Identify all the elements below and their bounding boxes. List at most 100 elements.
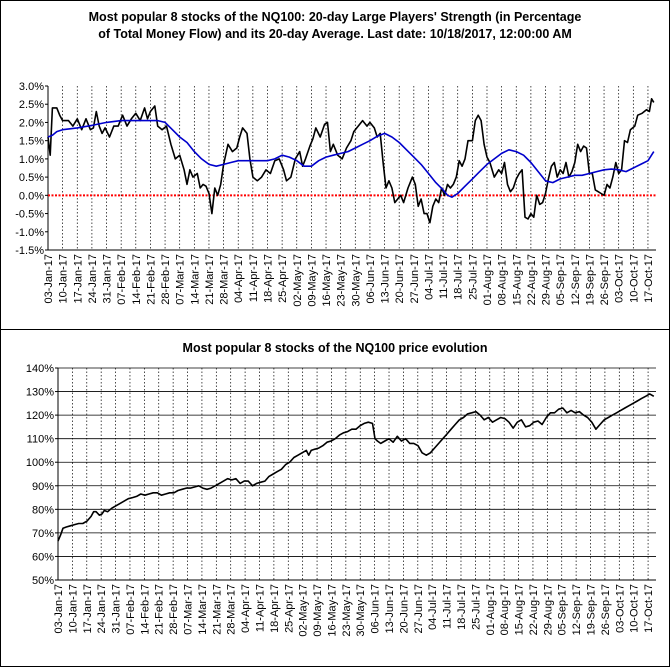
x-tick-label: 12-Sep-17 bbox=[570, 254, 582, 305]
x-tick-label: 08-Aug-17 bbox=[499, 584, 511, 635]
x-tick-label: 03-Oct-17 bbox=[614, 584, 626, 633]
y-tick-label: 2.0% bbox=[19, 117, 44, 129]
chart-title-line-2: of Total Money Flow) and its 20-day Aver… bbox=[98, 27, 572, 41]
series-line-1 bbox=[47, 119, 655, 198]
x-tick-label: 25-Apr-17 bbox=[277, 254, 289, 303]
x-tick-label: 11-Jul-17 bbox=[438, 254, 450, 299]
x-tick-label: 06-Jun-17 bbox=[370, 584, 382, 634]
x-tick-label: 31-Jan-17 bbox=[111, 584, 123, 634]
x-tick-label: 14-Mar-17 bbox=[197, 584, 209, 635]
x-tick-label: 17-Jan-17 bbox=[82, 584, 94, 634]
y-tick-label: 2.5% bbox=[19, 99, 44, 111]
y-tick-label: 1.5% bbox=[19, 136, 44, 148]
x-tick-label: 23-May-17 bbox=[341, 584, 353, 637]
x-tick-label: 14-Feb-17 bbox=[131, 254, 143, 305]
y-tick-label: 1.0% bbox=[19, 154, 44, 166]
x-tick-label: 21-Feb-17 bbox=[154, 584, 166, 635]
y-tick-label: 80% bbox=[32, 504, 54, 516]
x-tick-label: 04-Jul-17 bbox=[423, 254, 435, 300]
x-tick-label: 11-Apr-17 bbox=[248, 254, 260, 302]
x-tick-label: 24-Jan-17 bbox=[96, 584, 108, 634]
chart-title-price: Most popular 8 stocks of the NQ100 price… bbox=[182, 341, 488, 355]
x-tick-label: 20-Jun-17 bbox=[394, 254, 406, 304]
x-tick-label: 17-Jan-17 bbox=[72, 254, 84, 304]
x-tick-label: 25-Jul-17 bbox=[467, 254, 479, 300]
x-tick-label: 23-May-17 bbox=[336, 254, 348, 307]
x-tick-label: 04-Jul-17 bbox=[427, 584, 439, 630]
x-tick-label: 03-Oct-17 bbox=[614, 254, 626, 303]
x-tick-label: 18-Jul-17 bbox=[456, 584, 468, 630]
x-tick-label: 10-Jan-17 bbox=[67, 584, 79, 634]
x-tick-label: 09-May-17 bbox=[306, 254, 318, 307]
y-tick-label: 100% bbox=[26, 457, 54, 469]
x-tick-label: 07-Mar-17 bbox=[183, 584, 195, 635]
x-tick-label: 19-Sep-17 bbox=[584, 254, 596, 305]
x-tick-label: 20-Jun-17 bbox=[398, 584, 410, 634]
y-tick-label: 70% bbox=[32, 528, 54, 540]
x-tick-label: 10-Jan-17 bbox=[58, 254, 70, 304]
x-tick-label: 13-Jun-17 bbox=[384, 584, 396, 634]
x-tick-label: 29-Aug-17 bbox=[542, 584, 554, 635]
x-tick-label: 24-Jan-17 bbox=[87, 254, 99, 304]
chart-title-line-1: Most popular 8 stocks of the NQ100: 20-d… bbox=[88, 10, 582, 24]
y-tick-label: 110% bbox=[27, 434, 55, 446]
x-tick-label: 07-Feb-17 bbox=[116, 254, 128, 305]
x-tick-label: 28-Mar-17 bbox=[219, 254, 231, 305]
x-tick-label: 28-Feb-17 bbox=[160, 254, 172, 305]
y-tick-label: 130% bbox=[26, 387, 54, 399]
x-tick-label: 17-Oct-17 bbox=[643, 584, 655, 633]
x-tick-label: 25-Jul-17 bbox=[470, 584, 482, 630]
x-tick-label: 25-Apr-17 bbox=[283, 584, 295, 633]
x-tick-label: 03-Jan-17 bbox=[43, 254, 55, 304]
y-tick-label: -1.5% bbox=[15, 245, 44, 257]
x-tick-label: 10-Oct-17 bbox=[629, 584, 641, 633]
x-tick-label: 03-Jan-17 bbox=[53, 584, 65, 634]
x-tick-label: 14-Mar-17 bbox=[189, 254, 201, 305]
x-tick-label: 05-Sep-17 bbox=[555, 254, 567, 305]
y-tick-label: 60% bbox=[32, 551, 54, 563]
x-tick-label: 15-Aug-17 bbox=[511, 254, 523, 305]
x-tick-label: 12-Sep-17 bbox=[571, 584, 583, 635]
x-tick-label: 29-Aug-17 bbox=[541, 254, 553, 305]
y-tick-label: 0.0% bbox=[19, 190, 44, 202]
x-tick-label: 26-Sep-17 bbox=[600, 584, 612, 635]
x-tick-label: 15-Aug-17 bbox=[514, 584, 526, 635]
x-tick-label: 02-May-17 bbox=[292, 254, 304, 307]
x-tick-label: 04-Apr-17 bbox=[240, 584, 252, 633]
x-tick-label: 18-Jul-17 bbox=[453, 254, 465, 300]
x-tick-label: 21-Mar-17 bbox=[211, 584, 223, 635]
series-line-0 bbox=[47, 98, 655, 224]
x-tick-label: 18-Apr-17 bbox=[269, 584, 281, 633]
x-tick-label: 30-May-17 bbox=[350, 254, 362, 307]
x-tick-label: 28-Feb-17 bbox=[168, 584, 180, 635]
x-tick-label: 19-Sep-17 bbox=[586, 584, 598, 635]
x-tick-label: 21-Mar-17 bbox=[204, 254, 216, 305]
x-tick-label: 06-Jun-17 bbox=[365, 254, 377, 304]
x-tick-label: 01-Aug-17 bbox=[485, 584, 497, 635]
x-tick-label: 16-May-17 bbox=[321, 254, 333, 307]
y-tick-label: 50% bbox=[32, 575, 54, 587]
x-tick-label: 31-Jan-17 bbox=[102, 254, 114, 304]
x-tick-label: 22-Aug-17 bbox=[528, 584, 540, 635]
chart-title-strength: Most popular 8 stocks of the NQ100: 20-d… bbox=[1, 9, 669, 43]
chart-panel-strength: Most popular 8 stocks of the NQ100: 20-d… bbox=[0, 0, 670, 330]
y-tick-label: 120% bbox=[26, 410, 54, 422]
y-tick-label: 0.5% bbox=[19, 172, 44, 184]
x-tick-label: 01-Aug-17 bbox=[482, 254, 494, 305]
price-chart-svg: 50% 60% 70% 80% 90% 100% 110% 120% 130% 140% 03-Ja… bbox=[26, 363, 656, 637]
y-tick-label: -0.5% bbox=[15, 209, 44, 221]
x-tick-label: 26-Sep-17 bbox=[599, 254, 611, 305]
x-tick-label: 11-Apr-17 bbox=[254, 584, 266, 632]
x-tick-label: 16-May-17 bbox=[326, 584, 338, 637]
x-tick-label: 09-May-17 bbox=[312, 584, 324, 637]
x-tick-label: 28-Mar-17 bbox=[226, 584, 238, 635]
y-tick-label: 3.0% bbox=[19, 81, 44, 93]
x-tick-label: 17-Oct-17 bbox=[643, 254, 655, 303]
x-tick-label: 04-Apr-17 bbox=[233, 254, 245, 303]
x-tick-label: 13-Jun-17 bbox=[380, 254, 392, 304]
x-tick-label: 02-May-17 bbox=[298, 584, 310, 637]
x-tick-label: 10-Oct-17 bbox=[628, 254, 640, 303]
x-tick-label: 07-Feb-17 bbox=[125, 584, 137, 635]
series-line-0 bbox=[57, 393, 655, 542]
y-tick-label: 90% bbox=[32, 481, 54, 493]
